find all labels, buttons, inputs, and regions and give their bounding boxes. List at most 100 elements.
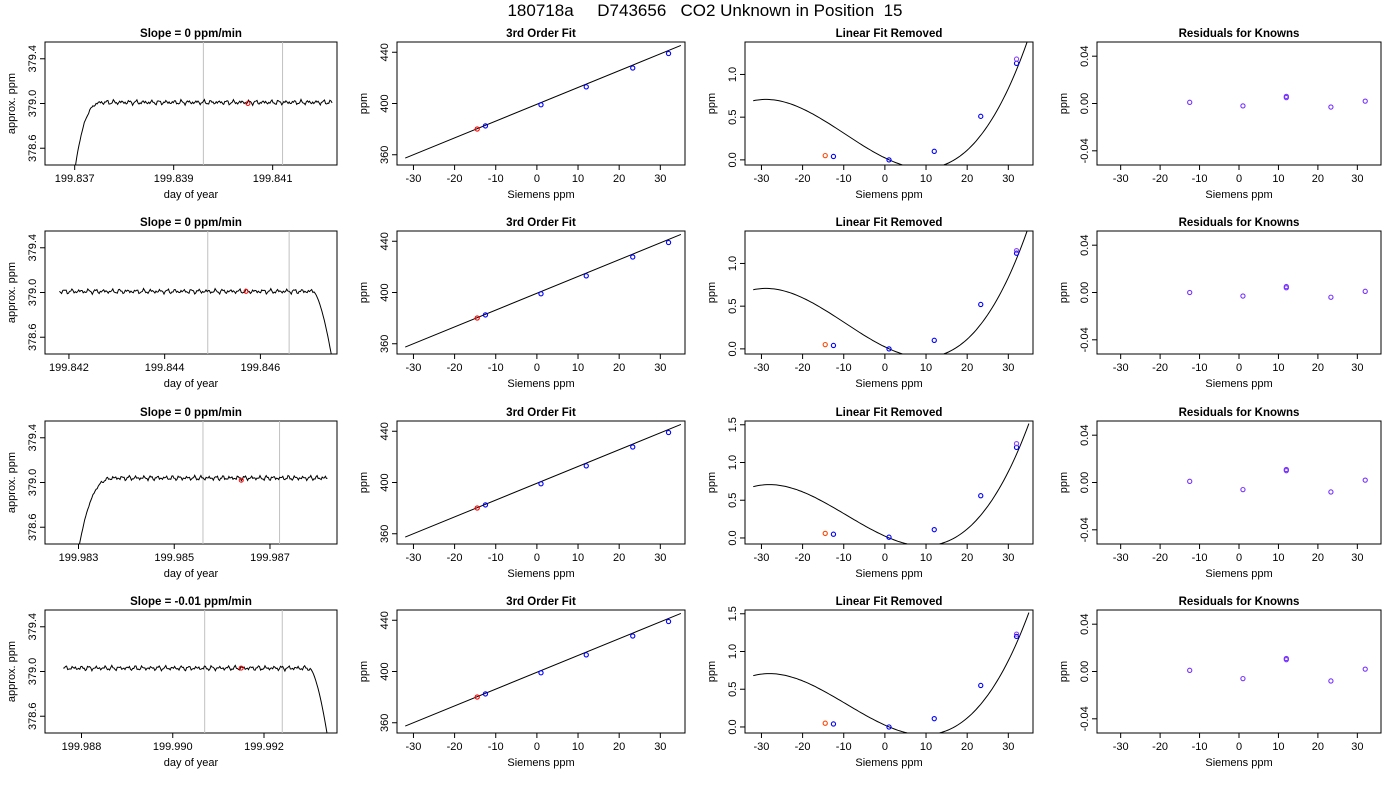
plot-area (405, 44, 682, 159)
panel-r2c2: 3rd Order Fit -30 -20 -10 0 10 20 30 360 400 440 Si… (358, 217, 686, 390)
data-point (538, 102, 544, 108)
data-point (1362, 477, 1368, 483)
plot-area (1187, 655, 1368, 684)
x-tick-label: 199.846 (241, 362, 281, 374)
x-tick-label: -10 (488, 173, 504, 185)
panel-title: 3rd Order Fit (506, 28, 576, 40)
x-tick-label: -10 (488, 552, 504, 564)
y-tick-label: 379.0 (27, 90, 39, 118)
y-tick-label: 1.0 (727, 455, 739, 470)
plot-box (44, 609, 338, 734)
y-tick-label: 0.04 (1079, 45, 1091, 66)
data-point (474, 126, 480, 132)
x-tick-label: 10 (572, 173, 584, 185)
y-axis-label: ppm (1058, 282, 1070, 303)
data-point (538, 481, 544, 487)
plot-area (1187, 466, 1368, 495)
y-tick-label: -0.04 (1079, 706, 1091, 731)
panel-r2c1: Slope = 0 ppm/min 199.842 199.844 199.846 37… (6, 217, 338, 390)
x-tick-label: -20 (795, 173, 811, 185)
x-tick-label: -30 (406, 173, 422, 185)
panel-r4c4: Residuals for Knowns -30 -20 -10 0 10 20 30 -0.0… (1058, 596, 1382, 769)
x-tick-label: 0 (534, 362, 540, 374)
y-axis-label: approx. ppm (6, 262, 18, 323)
data-point (630, 65, 636, 71)
panel-title: 3rd Order Fit (506, 596, 576, 608)
data-point (1283, 283, 1289, 290)
data-point (1013, 440, 1020, 447)
y-tick-label: -0.04 (1079, 517, 1091, 542)
y-axis-label: ppm (358, 282, 370, 303)
plot-area (753, 612, 1030, 733)
trace-line (59, 287, 332, 354)
data-point (1240, 293, 1246, 299)
y-tick-label: 360 (379, 335, 391, 353)
data-point (630, 633, 636, 639)
x-tick-label: 30 (654, 552, 666, 564)
plot-area (78, 421, 328, 544)
y-tick-label: 378.6 (27, 702, 39, 730)
data-point (1240, 486, 1246, 493)
plot-area (753, 423, 1030, 544)
x-tick-label: 30 (654, 173, 666, 185)
panel-title: Linear Fit Removed (836, 217, 943, 229)
data-point (1013, 247, 1020, 254)
x-tick-label: 10 (572, 552, 584, 564)
y-tick-label: 1.5 (727, 606, 739, 621)
x-tick-label: -10 (1192, 173, 1208, 185)
panel-r4c1: Slope = -0.01 ppm/min 199.988 199.990 199.9… (6, 596, 338, 769)
data-point (1013, 633, 1020, 640)
x-axis-label: day of year (164, 757, 219, 769)
plot-area (59, 231, 332, 354)
y-tick-label: 440 (379, 422, 391, 440)
x-axis-label: Siemens ppm (855, 568, 922, 580)
x-tick-label: 0 (882, 362, 888, 374)
x-tick-label: 0 (1236, 362, 1242, 374)
data-point (1013, 60, 1020, 67)
x-tick-label: 199.992 (244, 741, 284, 753)
x-tick-label: 20 (961, 552, 973, 564)
x-tick-label: 30 (1002, 741, 1014, 753)
y-tick-label: 0.04 (1079, 613, 1091, 634)
data-point (1240, 675, 1246, 682)
x-tick-label: 199.839 (154, 173, 194, 185)
plot-box (744, 420, 1034, 545)
panel-title: Linear Fit Removed (836, 407, 943, 419)
x-axis-label: Siemens ppm (507, 757, 574, 769)
plot-box (1096, 41, 1382, 166)
x-tick-label: 0 (1236, 552, 1242, 564)
y-tick-label: 1.5 (727, 417, 739, 432)
data-point (1283, 466, 1289, 473)
panel-r3c2: 3rd Order Fit -30 -20 -10 0 10 20 30 360 400 440 Si… (358, 407, 686, 580)
plot-box (396, 609, 686, 734)
panel-r2c4: Residuals for Knowns -30 -20 -10 0 10 20 30 -0.0… (1058, 217, 1382, 390)
fit-line (405, 44, 682, 159)
x-tick-label: -30 (1113, 362, 1129, 374)
x-tick-label: -10 (1192, 741, 1208, 753)
plot-area (405, 233, 682, 348)
data-point (1328, 104, 1334, 110)
x-tick-label: 10 (572, 741, 584, 753)
panel-r1c2: 3rd Order Fit -30 -20 -10 0 10 20 30 360 400 440 Si… (358, 28, 686, 201)
data-point (931, 337, 937, 343)
plot-box (1096, 420, 1382, 545)
data-point (583, 84, 589, 90)
data-point (886, 346, 892, 352)
panel-title: Linear Fit Removed (836, 596, 943, 608)
data-point (886, 157, 892, 163)
x-tick-label: 10 (920, 173, 932, 185)
y-tick-label: 440 (379, 232, 391, 250)
x-tick-label: 10 (1272, 362, 1284, 374)
data-point (931, 716, 937, 722)
x-tick-label: 20 (961, 173, 973, 185)
y-tick-label: 360 (379, 525, 391, 543)
y-tick-label: 440 (379, 611, 391, 629)
plot-box (396, 230, 686, 355)
x-tick-label: 199.983 (59, 552, 99, 564)
x-tick-label: -20 (447, 552, 463, 564)
data-point (822, 720, 828, 726)
x-axis-label: Siemens ppm (1205, 757, 1272, 769)
x-axis-label: Siemens ppm (855, 378, 922, 390)
data-point (978, 682, 984, 689)
y-axis-label: ppm (706, 282, 718, 303)
